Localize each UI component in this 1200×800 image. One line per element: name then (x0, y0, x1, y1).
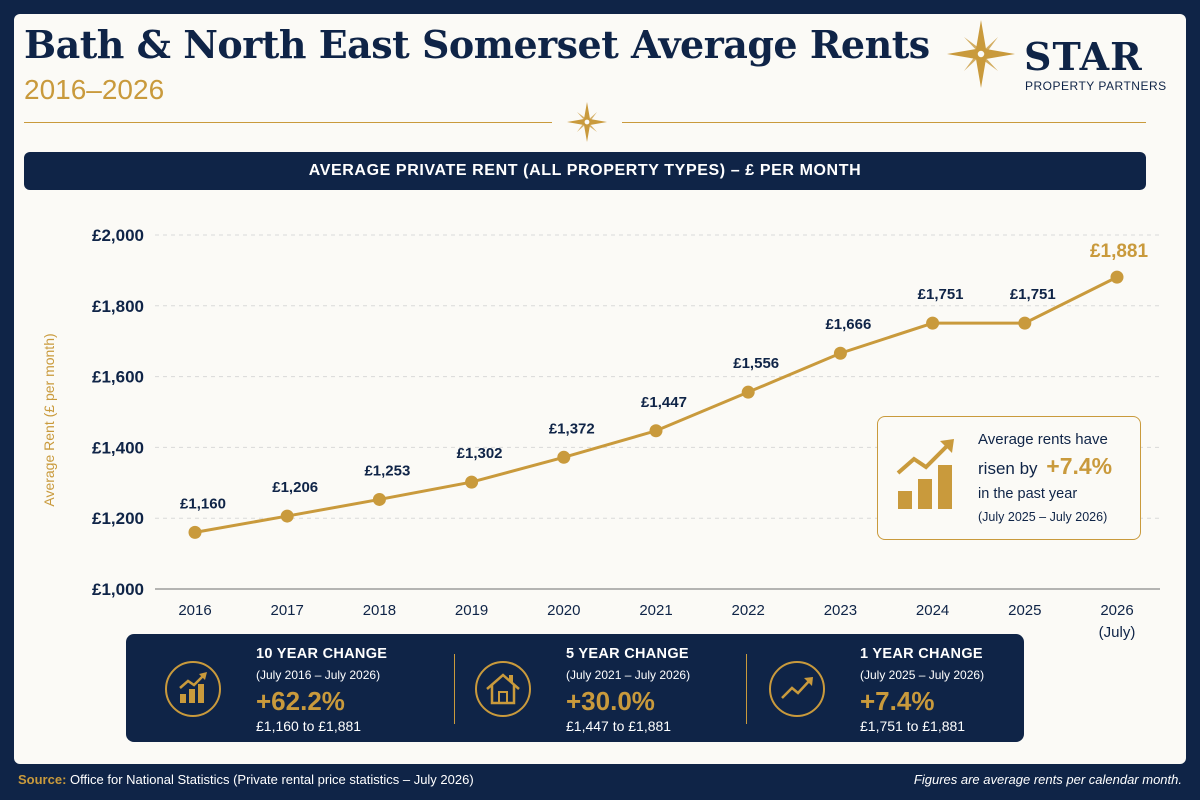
y-tick-label: £1,800 (92, 297, 144, 316)
stat-value: +30.0% (566, 686, 655, 716)
x-tick-label: 2024 (916, 602, 949, 619)
y-tick-label: £2,000 (92, 226, 144, 245)
callout-prefix: risen by (978, 459, 1038, 478)
data-label: £1,556 (733, 355, 779, 372)
x-tick-label: 2023 (824, 602, 857, 619)
data-label: £1,666 (825, 316, 871, 333)
stat-period: (July 2021 – July 2026) (566, 668, 691, 682)
stat-value: +62.2% (256, 686, 345, 716)
stat-period: (July 2025 – July 2026) (860, 668, 985, 682)
stat-heading: 5 YEAR CHANGE (566, 646, 689, 662)
data-point (833, 346, 847, 360)
yearly-rise-callout: Average rents have risen by +7.4% in the… (877, 416, 1141, 540)
data-point (280, 509, 294, 523)
y-tick-label: £1,200 (92, 509, 144, 528)
y-tick-label: £1,000 (92, 580, 144, 599)
callout-line-3: in the past year (978, 486, 1078, 502)
data-point (1110, 270, 1124, 284)
data-label: £1,447 (641, 394, 687, 411)
bar-chart-arrow-icon (165, 661, 221, 717)
change-stats-panel: 10 YEAR CHANGE (July 2016 – July 2026) +… (126, 634, 1024, 742)
stat-divider (746, 654, 747, 724)
stat-5-year: 5 YEAR CHANGE (July 2021 – July 2026) +3… (436, 634, 736, 742)
x-tick-label: 2019 (455, 602, 488, 619)
bar-chart-rising-arrow-icon (896, 439, 954, 509)
data-point (465, 475, 479, 489)
stat-10-year: 10 YEAR CHANGE (July 2016 – July 2026) +… (126, 634, 426, 742)
callout-line-1: Average rents have (978, 431, 1108, 448)
data-point (188, 525, 202, 539)
y-tick-label: £1,400 (92, 438, 144, 457)
logo-tagline: PROPERTY PARTNERS (1025, 79, 1167, 93)
rent-line-chart: £1,000 £1,200 £1,400 £1,600 £1,800 £2,000 2016… (41, 226, 1160, 641)
stat-heading: 10 YEAR CHANGE (256, 646, 388, 662)
y-axis-label: Average Rent (£ per month) (41, 333, 57, 506)
data-label: £1,206 (272, 479, 318, 496)
page-subtitle: 2016–2026 (24, 74, 165, 105)
footnote: Figures are average rents per calendar m… (913, 772, 1182, 787)
data-label: £1,253 (364, 462, 410, 479)
x-tick-label: 2021 (639, 602, 672, 619)
data-point (1018, 316, 1032, 330)
source-note: Source: Office for National Statistics (… (18, 772, 474, 787)
data-label: £1,302 (457, 445, 503, 462)
chart-title-banner: AVERAGE PRIVATE RENT (ALL PROPERTY TYPES… (24, 152, 1146, 190)
x-tick-label: 2020 (547, 602, 580, 619)
trend-up-icon (769, 661, 825, 717)
data-label: £1,751 (918, 286, 964, 303)
stat-period: (July 2016 – July 2026) (256, 668, 381, 682)
data-label: £1,372 (549, 420, 595, 437)
stat-divider (454, 654, 455, 724)
data-point (926, 316, 940, 330)
house-icon (475, 661, 531, 717)
stat-1-year: 1 YEAR CHANGE (July 2025 – July 2026) +7… (730, 634, 1030, 742)
data-point (741, 385, 755, 399)
x-tick-label: 2025 (1008, 602, 1041, 619)
compass-star-icon (567, 102, 607, 142)
callout-period: (July 2025 – July 2026) (978, 510, 1108, 524)
y-tick-label: £1,600 (92, 368, 144, 387)
x-tick-sublabel: (July) (1099, 624, 1136, 641)
stat-value: +7.4% (860, 686, 935, 716)
data-point (557, 450, 571, 464)
stat-range: £1,751 to £1,881 (860, 718, 966, 734)
x-tick-label: 2017 (271, 602, 304, 619)
stat-range: £1,447 to £1,881 (566, 718, 672, 734)
data-label: £1,751 (1010, 286, 1056, 303)
stat-range: £1,160 to £1,881 (256, 718, 362, 734)
callout-line-2: risen by +7.4% (978, 453, 1112, 480)
data-label: £1,160 (180, 495, 226, 512)
page-title: Bath & North East Somerset Average Rents (24, 22, 930, 67)
x-tick-label: 2026 (1100, 602, 1133, 619)
x-tick-label: 2022 (732, 602, 765, 619)
header-rule-right (622, 122, 1146, 123)
data-point (372, 492, 386, 506)
callout-percent: +7.4% (1046, 453, 1113, 479)
logo-wordmark: STAR (1024, 34, 1143, 79)
source-label: Source: (18, 772, 67, 787)
source-text: Office for National Statistics (Private … (70, 772, 474, 787)
logo-star-icon (947, 20, 1015, 88)
data-point (649, 424, 663, 438)
data-label: £1,881 (1090, 241, 1149, 262)
x-tick-label: 2016 (178, 602, 211, 619)
x-tick-label: 2018 (363, 602, 396, 619)
header-rule-left (24, 122, 552, 123)
stat-heading: 1 YEAR CHANGE (860, 646, 983, 662)
